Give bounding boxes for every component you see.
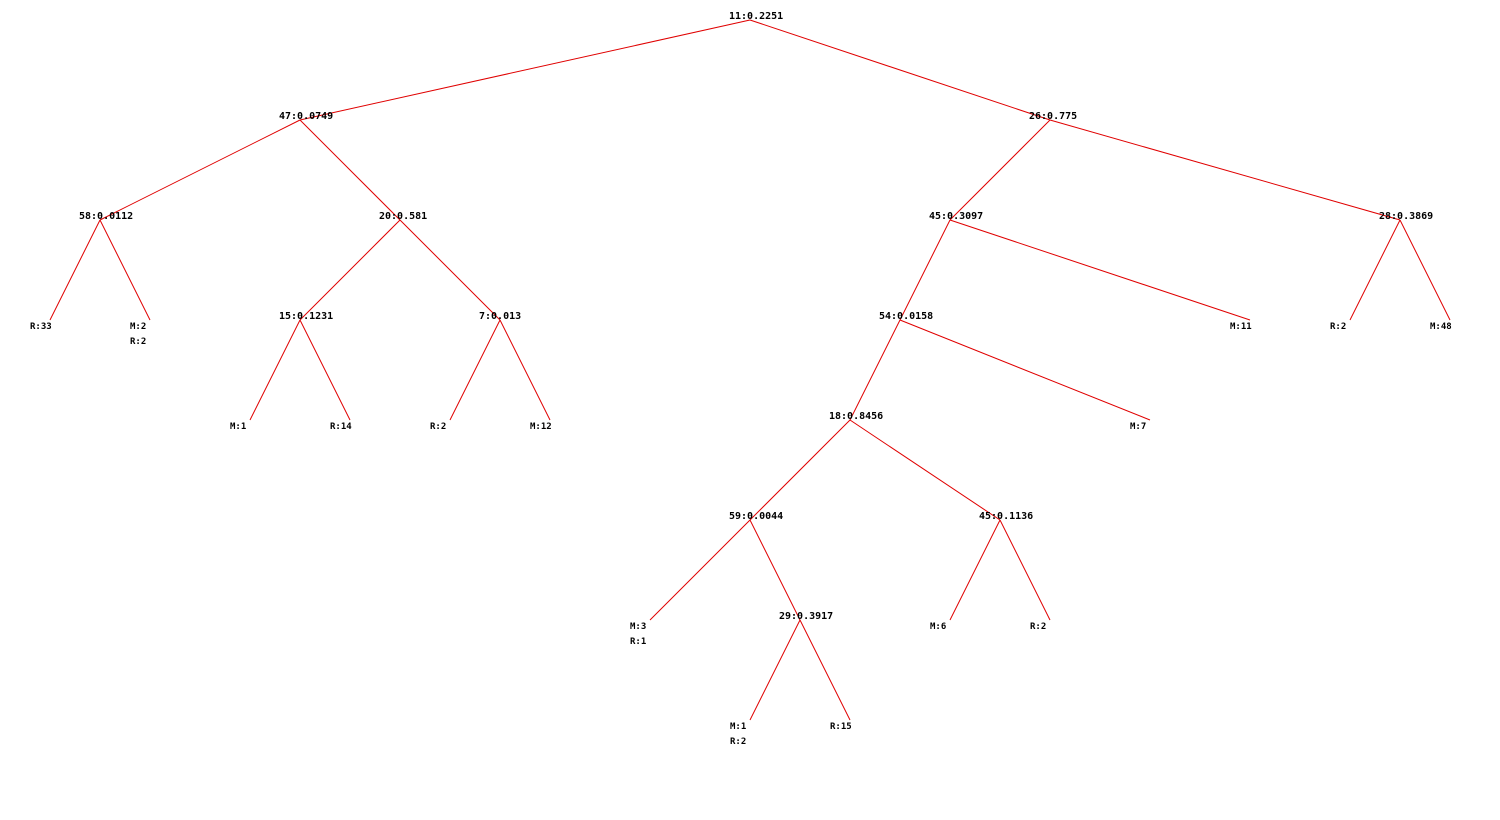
tree-edge <box>899 219 951 321</box>
tree-edge <box>749 519 801 621</box>
tree-edge <box>749 419 851 521</box>
tree-labels: 11:0.2251 47:0.0749 58:0.0112 R:33 M:2 R:2 20:… <box>30 11 1452 747</box>
split-node-label: 29:0.3917 <box>779 611 833 622</box>
tree-edge <box>849 419 1001 521</box>
leaf-label: M:7 <box>1130 422 1146 432</box>
split-node-label: 11:0.2251 <box>729 11 783 22</box>
leaf-label: M:2 <box>130 322 146 332</box>
tree-edge <box>899 319 1151 421</box>
split-node-label: 7:0.013 <box>479 311 521 322</box>
tree-edge <box>99 219 151 321</box>
tree-edge <box>249 319 301 421</box>
split-node-label: 58:0.0112 <box>79 211 133 222</box>
leaf-label: R:2 <box>1030 622 1046 632</box>
tree-edge <box>299 319 351 421</box>
tree-edge <box>399 219 501 321</box>
split-node-label: 47:0.0749 <box>279 111 333 122</box>
tree-edge <box>999 519 1051 621</box>
leaf-label: M:1 <box>230 422 246 432</box>
tree-edge <box>299 219 401 321</box>
leaf-label: M:3 <box>630 622 646 632</box>
tree-edge <box>499 319 551 421</box>
leaf-label: R:2 <box>130 337 146 347</box>
leaf-label: M:48 <box>1430 322 1452 332</box>
tree-edge <box>849 319 901 421</box>
split-node-label: 20:0.581 <box>379 211 427 222</box>
split-node-label: 45:0.1136 <box>979 511 1033 522</box>
split-node-label: 15:0.1231 <box>279 311 333 322</box>
leaf-label: R:14 <box>330 422 352 432</box>
tree-edge <box>1049 119 1401 221</box>
split-node-label: 59:0.0044 <box>729 511 783 522</box>
leaf-label: M:6 <box>930 622 946 632</box>
split-node-label: 26:0.775 <box>1029 111 1077 122</box>
tree-edge <box>1349 219 1401 321</box>
tree-edge <box>49 219 101 321</box>
tree-edge <box>649 519 751 621</box>
leaf-label: R:2 <box>730 737 746 747</box>
tree-edge <box>749 19 1051 121</box>
leaf-label: R:33 <box>30 322 52 332</box>
tree-edge <box>949 119 1051 221</box>
tree-edge <box>99 119 301 221</box>
split-node-label: 45:0.3097 <box>929 211 983 222</box>
tree-edge <box>449 319 501 421</box>
leaf-label: R:15 <box>830 722 852 732</box>
leaf-label: R:1 <box>630 637 646 647</box>
tree-edge <box>799 619 851 721</box>
leaf-label: R:2 <box>1330 322 1346 332</box>
tree-edge <box>949 519 1001 621</box>
leaf-label: M:12 <box>530 422 552 432</box>
tree-edges <box>49 19 1451 721</box>
tree-edge <box>1399 219 1451 321</box>
tree-edge <box>949 219 1251 321</box>
tree-edge <box>299 119 401 221</box>
leaf-label: R:2 <box>430 422 446 432</box>
leaf-label: M:11 <box>1230 322 1252 332</box>
split-node-label: 18:0.8456 <box>829 411 883 422</box>
split-node-label: 28:0.3869 <box>1379 211 1433 222</box>
tree-edge <box>749 619 801 721</box>
leaf-label: M:1 <box>730 722 746 732</box>
tree-edge <box>299 19 751 121</box>
split-node-label: 54:0.0158 <box>879 311 933 322</box>
